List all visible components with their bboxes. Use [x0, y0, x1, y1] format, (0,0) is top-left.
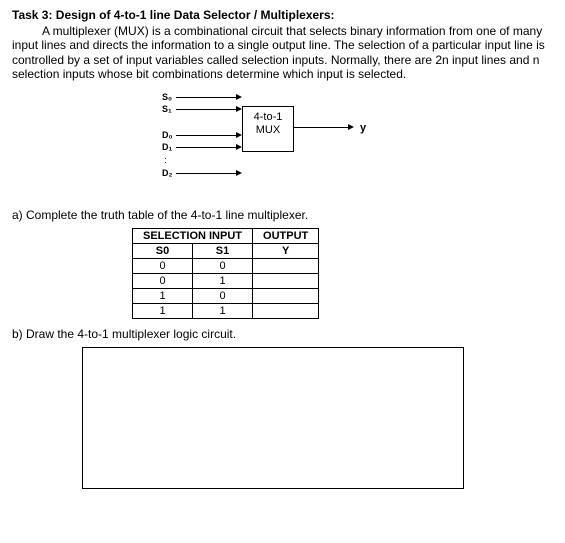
cell — [253, 303, 319, 318]
label-s0: S₀ — [162, 92, 172, 102]
truth-table: SELECTION INPUT OUTPUT S0 S1 Y 0 0 0 1 1… — [132, 228, 319, 319]
mux-box: 4-to-1 MUX — [242, 106, 294, 152]
question-b: b) Draw the 4-to-1 multiplexer logic cir… — [12, 327, 553, 341]
table-row: 1 1 — [133, 303, 319, 318]
mux-line2: MUX — [243, 124, 293, 137]
circuit-drawing-box — [82, 347, 464, 489]
line-s1 — [176, 109, 236, 110]
table-row: 1 0 — [133, 288, 319, 303]
arrow-y — [348, 124, 354, 130]
vdots: ·· — [164, 156, 167, 164]
line-d1 — [176, 147, 236, 148]
arrow-d2 — [236, 170, 242, 176]
mux-line1: 4-to-1 — [243, 111, 293, 124]
question-a: a) Complete the truth table of the 4-to-… — [12, 208, 553, 222]
label-y: y — [360, 122, 366, 134]
task-title: Task 3: Design of 4-to-1 line Data Selec… — [12, 8, 553, 22]
cell: 1 — [133, 288, 193, 303]
label-s1: S₁ — [162, 104, 172, 114]
cell: 0 — [193, 288, 253, 303]
mux-diagram: S₀ S₁ D₀ D₁ ·· D₂ 4-to-1 MUX y — [152, 90, 412, 200]
th-output: OUTPUT — [253, 228, 319, 243]
cell: 1 — [193, 273, 253, 288]
cell: 0 — [133, 258, 193, 273]
th-s0: S0 — [133, 243, 193, 258]
cell — [253, 258, 319, 273]
cell: 1 — [133, 303, 193, 318]
table-row: 0 1 — [133, 273, 319, 288]
th-y: Y — [253, 243, 319, 258]
line-y — [293, 127, 348, 128]
arrow-s0 — [236, 94, 242, 100]
intro-paragraph: A multiplexer (MUX) is a combinational c… — [12, 24, 553, 82]
cell — [253, 288, 319, 303]
line-d0 — [176, 135, 236, 136]
line-s0 — [176, 97, 236, 98]
label-d1: D₁ — [162, 142, 172, 152]
label-d2: D₂ — [162, 168, 173, 178]
th-s1: S1 — [193, 243, 253, 258]
th-selection: SELECTION INPUT — [133, 228, 253, 243]
cell: 1 — [193, 303, 253, 318]
cell: 0 — [133, 273, 193, 288]
line-d2 — [176, 173, 236, 174]
table-row: 0 0 — [133, 258, 319, 273]
cell — [253, 273, 319, 288]
label-d0: D₀ — [162, 130, 173, 140]
cell: 0 — [193, 258, 253, 273]
